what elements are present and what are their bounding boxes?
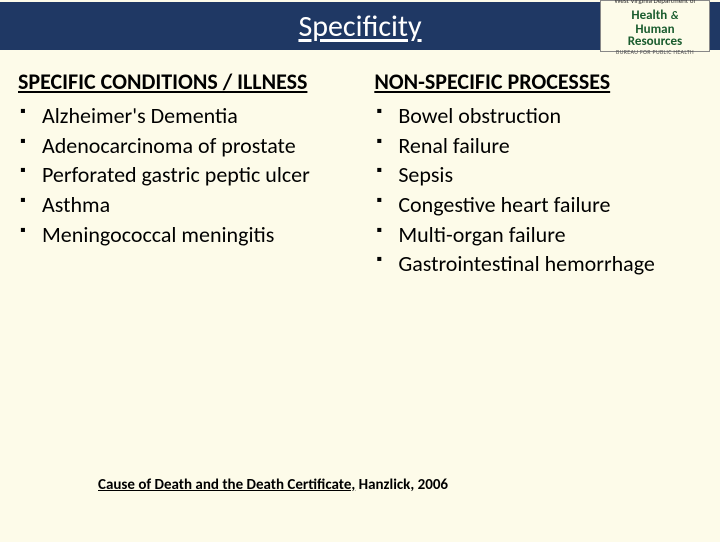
slide-title: Specificity xyxy=(298,8,421,45)
left-heading: SPECIFIC CONDITIONS / ILLNESS xyxy=(18,68,346,95)
content-area: SPECIFIC CONDITIONS / ILLNESS Alzheimer'… xyxy=(0,50,720,279)
list-item: Perforated gastric peptic ulcer xyxy=(20,160,346,190)
list-item: Meningococcal meningitis xyxy=(20,220,346,250)
list-item: Gastrointestinal hemorrhage xyxy=(376,249,702,279)
header-bar: Specificity West Virginia Department of … xyxy=(0,2,720,50)
list-item: Alzheimer's Dementia xyxy=(20,101,346,131)
logo-sub: BUREAU FOR PUBLIC HEALTH xyxy=(616,48,694,56)
list-item: Renal failure xyxy=(376,131,702,161)
list-item: Adenocarcinoma of prostate xyxy=(20,131,346,161)
agency-logo: West Virginia Department of Health & Hum… xyxy=(600,0,710,52)
citation-rest: Hanzlick, 2006 xyxy=(355,476,448,494)
right-heading: NON-SPECIFIC PROCESSES xyxy=(374,68,702,95)
left-list: Alzheimer's Dementia Adenocarcinoma of p… xyxy=(18,101,346,249)
right-column: NON-SPECIFIC PROCESSES Bowel obstruction… xyxy=(374,68,702,279)
citation-title: Cause of Death and the Death Certificate… xyxy=(98,476,355,494)
list-item: Congestive heart failure xyxy=(376,190,702,220)
citation: Cause of Death and the Death Certificate… xyxy=(98,476,448,494)
list-item: Bowel obstruction xyxy=(376,101,702,131)
logo-amp: & xyxy=(671,9,679,22)
logo-line3: Resources xyxy=(628,36,682,48)
logo-line1: Health xyxy=(631,8,667,23)
list-item: Multi-organ failure xyxy=(376,220,702,250)
left-column: SPECIFIC CONDITIONS / ILLNESS Alzheimer'… xyxy=(18,68,346,279)
right-list: Bowel obstruction Renal failure Sepsis C… xyxy=(374,101,702,279)
list-item: Sepsis xyxy=(376,160,702,190)
list-item: Asthma xyxy=(20,190,346,220)
